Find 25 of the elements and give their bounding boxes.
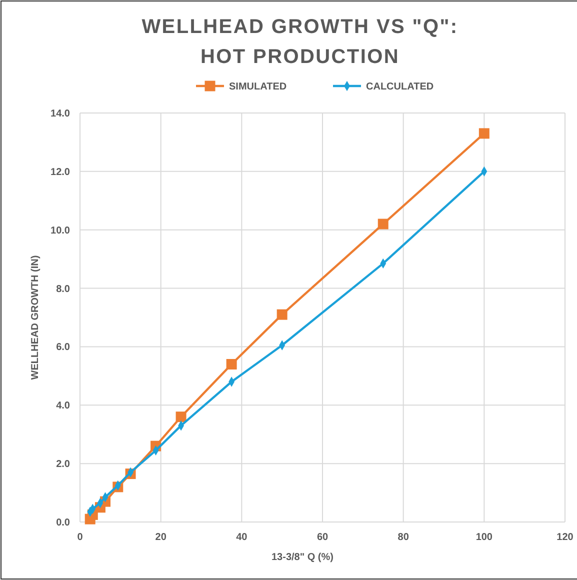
x-tick-label: 60 xyxy=(316,532,328,543)
x-axis-title: 13-3/8" Q (%) xyxy=(272,552,334,563)
x-tick-label: 120 xyxy=(556,532,574,543)
x-tick-label: 40 xyxy=(236,532,248,543)
y-tick-label: 0.0 xyxy=(56,518,70,528)
point xyxy=(226,359,237,370)
x-tick-label: 80 xyxy=(398,532,410,543)
y-tick-label: 6.0 xyxy=(56,342,70,354)
legend-label: SIMULATED xyxy=(229,82,287,92)
point xyxy=(478,128,490,139)
y-tick-label: 4.0 xyxy=(56,400,70,412)
x-tick-label: 0 xyxy=(77,532,84,543)
x-tick-label: 20 xyxy=(155,532,167,543)
y-tick-label: 8.0 xyxy=(56,284,70,295)
point xyxy=(378,218,388,230)
y-tick-label: 2.0 xyxy=(56,459,70,470)
legend-label: CALCULATED xyxy=(366,82,434,92)
point xyxy=(176,412,186,422)
y-tick-label: 12.0 xyxy=(50,166,70,178)
x-tick-label: 100 xyxy=(476,532,493,543)
chart-title: WELLHEAD GROWTH VS "Q": HOT PRODUCTION xyxy=(142,16,458,68)
y-axis-title: WELLHEAD GROWTH (IN) xyxy=(30,255,41,380)
y-tick-label: 10.0 xyxy=(50,225,70,236)
point xyxy=(276,309,288,320)
y-tick-label: 14.0 xyxy=(50,108,70,120)
